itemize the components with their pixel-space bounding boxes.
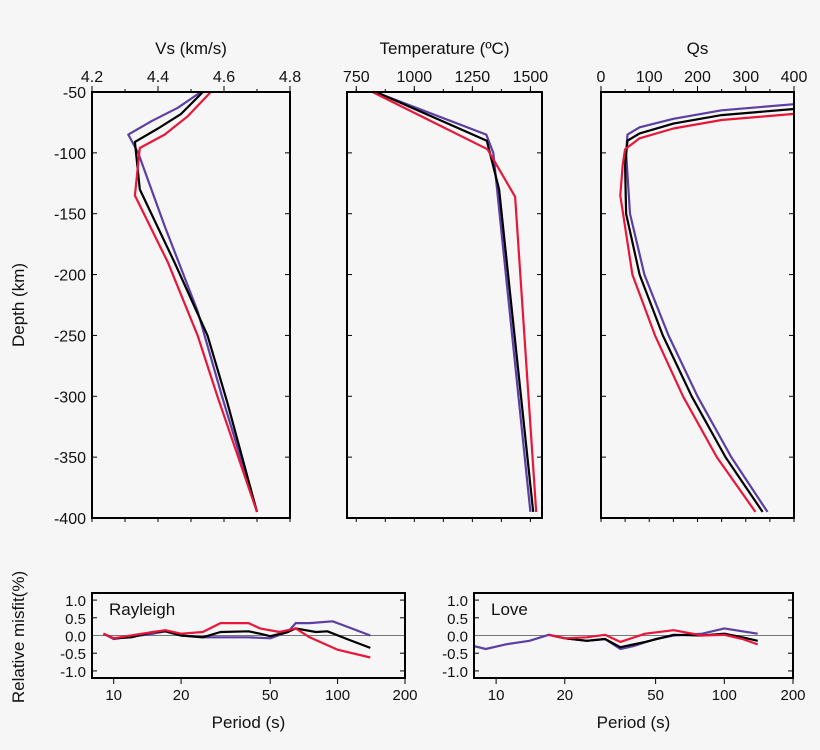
x-tick-label: 1250 (455, 69, 491, 86)
y-tick-label: -250 (54, 328, 86, 345)
x-tick-label: 4.8 (279, 69, 301, 86)
x-tick-label: 300 (732, 69, 759, 86)
series-line-2 (623, 107, 795, 513)
y-tick-label: -100 (54, 146, 86, 163)
y-tick-label: -350 (54, 450, 86, 467)
y-tick-label: -300 (54, 389, 86, 406)
series-line-3 (372, 91, 538, 512)
x-tick-label: 4.2 (81, 69, 103, 86)
x-tick-label: 10 (105, 687, 122, 704)
x-tick-label: 1500 (513, 69, 549, 86)
y-tick-label: -50 (63, 85, 86, 102)
x-tick-label: 4.6 (213, 69, 235, 86)
series-line-2 (548, 632, 758, 649)
series-line-3 (133, 91, 259, 513)
y-tick-label: -1.0 (60, 664, 86, 681)
x-tick-label: 50 (262, 687, 279, 704)
panel-1: -50 -100 -150 -200 -250 -300 -350 -400 4.2 4.4 4.6… (9, 39, 301, 528)
series-line-2 (133, 91, 259, 513)
x-tick-label: 0 (597, 69, 606, 86)
plot-frame (91, 592, 406, 679)
x-tick-label: 750 (343, 69, 370, 86)
plot-frame (91, 91, 291, 519)
y-tick-label: -150 (54, 207, 86, 224)
x-tick-label: 1000 (397, 69, 433, 86)
x-tick-label: 200 (392, 687, 417, 704)
x-tick-label: 4.4 (147, 69, 169, 86)
x-tick-label: 100 (325, 687, 350, 704)
x-tick-label: 400 (781, 69, 808, 86)
x-tick-label: 100 (712, 687, 737, 704)
y-tick-label: -400 (54, 511, 86, 528)
y-tick-label: -0.5 (442, 646, 468, 663)
x-axis-label: Qs (687, 39, 709, 58)
x-tick-label: 20 (556, 687, 573, 704)
y-tick-label: 0.0 (65, 629, 86, 646)
plot-frame (473, 592, 794, 679)
y-tick-label: 1.0 (447, 593, 468, 610)
x-axis-label: Vs (km/s) (155, 39, 227, 58)
y-axis-label: Relative misfit(%) (9, 571, 28, 703)
series-line-1 (374, 90, 532, 513)
plot-frame (346, 91, 543, 519)
x-tick-label: 20 (173, 687, 190, 704)
series-line-1 (102, 620, 371, 641)
x-axis-label: Period (s) (212, 713, 286, 732)
x-axis-label: Period (s) (597, 713, 671, 732)
x-tick-label: 50 (647, 687, 664, 704)
y-tick-label: -0.5 (60, 646, 86, 663)
series-line-3 (103, 621, 371, 659)
series-line-3 (619, 112, 795, 513)
series-line-1 (624, 103, 795, 513)
panel-5: 1.00.50.0-0.5-1.0 10 20 50 100 200 Period (s) L… (442, 592, 806, 732)
panel-annotation: Love (491, 600, 528, 619)
x-tick-label: 100 (636, 69, 663, 86)
panel-4: 1.00.50.0-0.5-1.0 10 20 50 100 200 Period (s) R… (9, 571, 418, 732)
y-tick-label: 0.5 (65, 611, 86, 628)
x-tick-label: 200 (780, 687, 805, 704)
panel-annotation: Rayleigh (109, 600, 175, 619)
series-line-2 (375, 90, 535, 513)
y-tick-label: -1.0 (442, 664, 468, 681)
y-tick-label: 1.0 (65, 593, 86, 610)
y-tick-label: 0.5 (447, 611, 468, 628)
x-tick-label: 200 (684, 69, 711, 86)
plot-frame (600, 91, 795, 519)
x-tick-label: 10 (488, 687, 505, 704)
x-axis-label: Temperature (ºC) (380, 39, 510, 58)
series-line-3 (548, 629, 759, 646)
panel-3: 0 100 200 300 400 Qs (597, 39, 808, 522)
y-tick-label: 0.0 (447, 629, 468, 646)
y-axis-label: Depth (km) (9, 263, 28, 347)
y-tick-label: -200 (54, 268, 86, 285)
